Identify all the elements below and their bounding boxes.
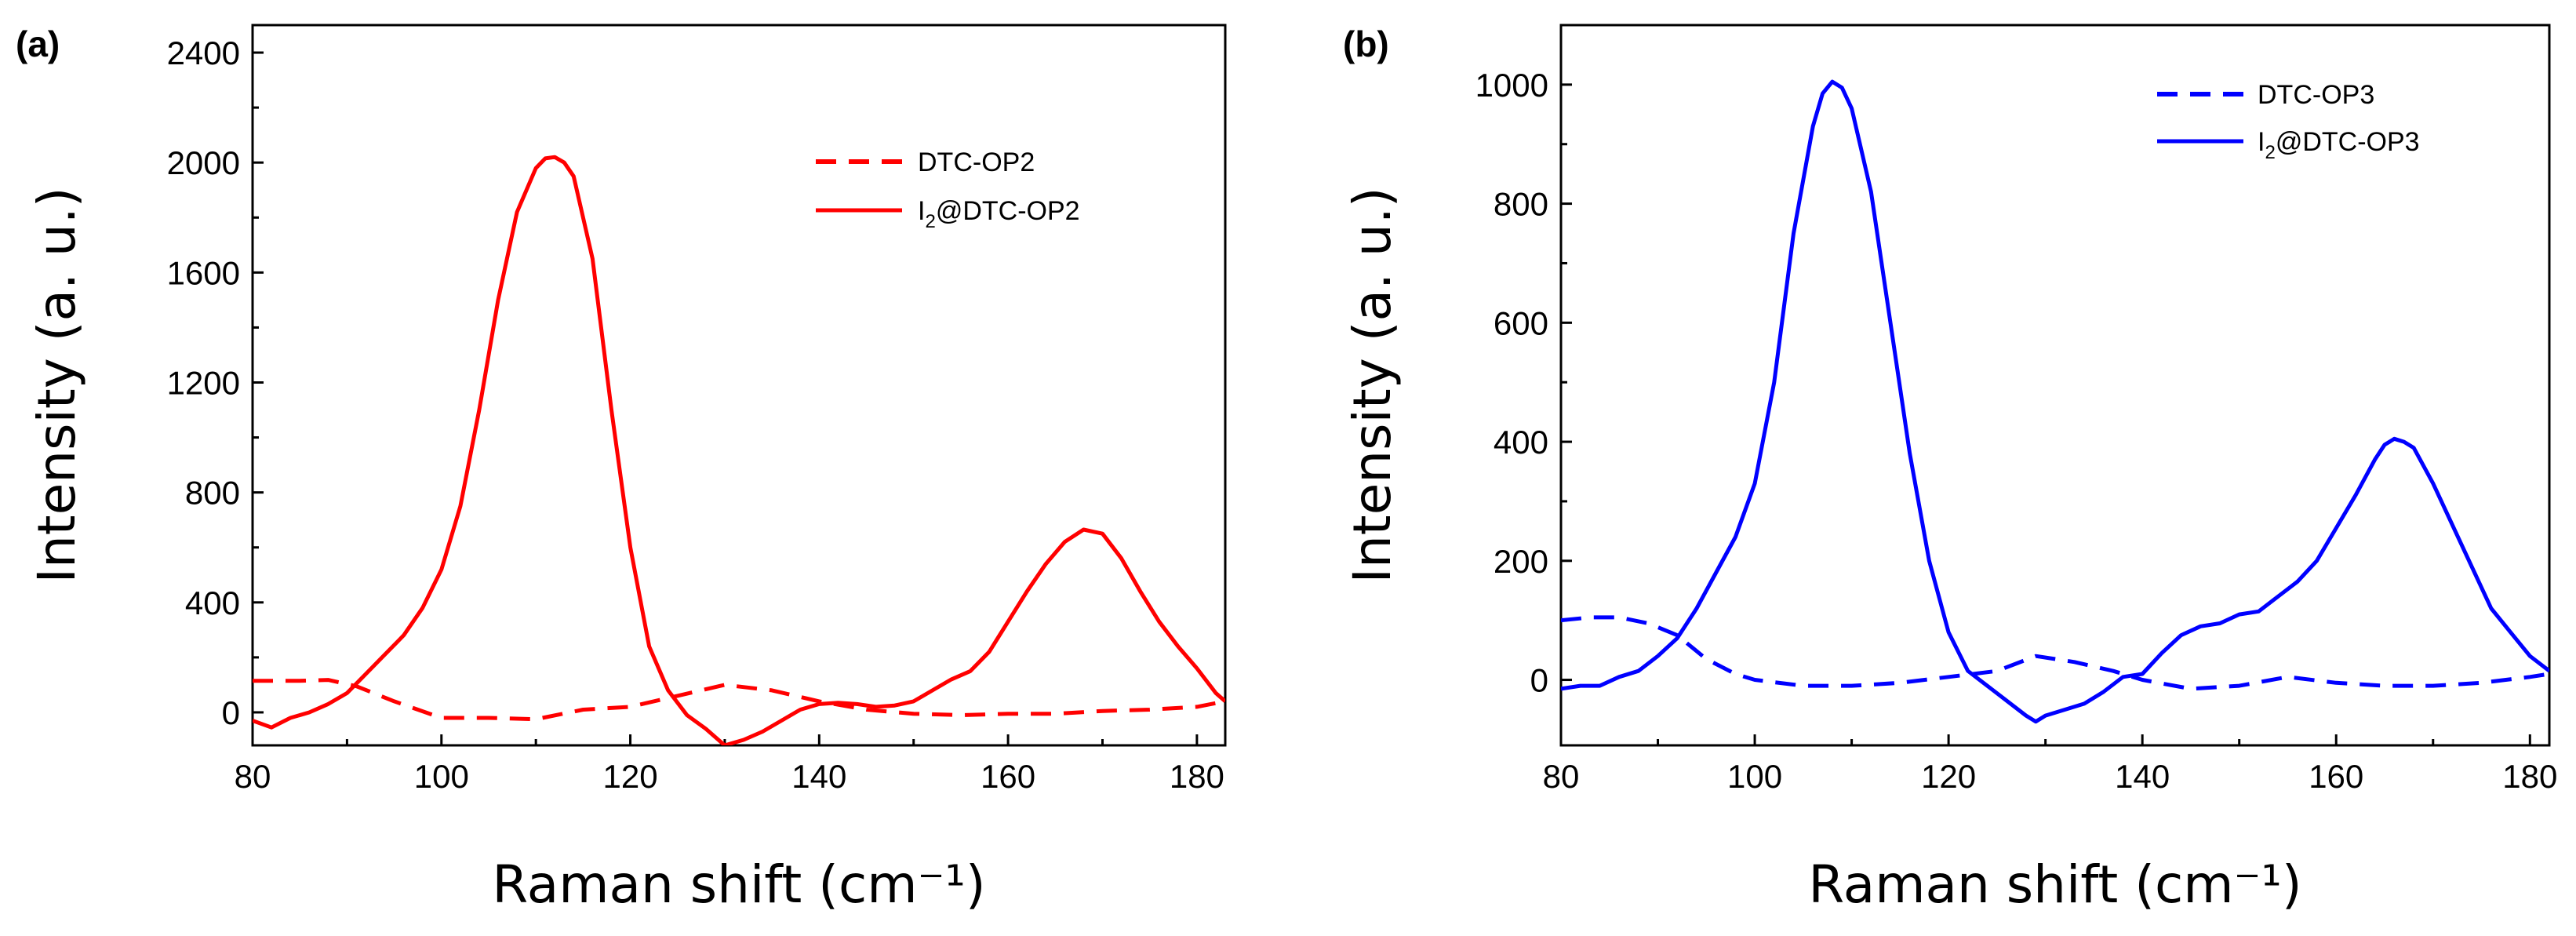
panel-b-y-tick-label: 800 (1494, 186, 1548, 223)
panel-a-x-tick-label: 100 (414, 758, 469, 795)
panel-b-y-tick-label: 200 (1494, 543, 1548, 580)
panel-b-x-tick-label: 100 (1727, 758, 1782, 795)
panel-a-y-axis-title: Intensity (a. u.) (27, 188, 87, 584)
panel-a-x-tick-label: 140 (791, 758, 846, 795)
panel-a-x-axis-title: Raman shift (cm⁻¹) (492, 854, 985, 915)
panel-a-x-tick-label: 120 (603, 758, 658, 795)
panel-b-x-tick-label: 140 (2115, 758, 2170, 795)
panel-b-plot-frame (1559, 24, 2551, 747)
panel-b-series (1561, 79, 2549, 724)
legend-label-i2-dtc-op3: I2@DTC-OP3 (2258, 127, 2420, 163)
panel-a-y-tick-label: 2000 (167, 144, 240, 181)
legend-subscript: 2 (925, 211, 935, 232)
panel-b-x-tick-label: 120 (1921, 758, 1976, 795)
panel-a-y-tick-label: 1200 (167, 364, 240, 401)
legend-i-letter: I (2258, 127, 2265, 157)
series-line-dtc-op3 (1561, 615, 2549, 691)
legend-label-dtc-op2: DTC-OP2 (918, 148, 1035, 177)
panel-b-label: (b) (1343, 24, 1389, 64)
legend-label-dtc-op3: DTC-OP3 (2258, 80, 2374, 110)
panel-a-y-tick-label: 800 (185, 475, 240, 512)
legend-subscript: 2 (2265, 142, 2275, 163)
panel-b-x-axis-title: Raman shift (cm⁻¹) (1808, 854, 2301, 915)
series-line-i2-dtc-op2 (253, 155, 1225, 745)
series-line-i2-dtc-op3 (1561, 79, 2549, 724)
panel-b-x-tick-label: 80 (1543, 758, 1580, 795)
panel-a-ticks: 80 100 120 140 160 180 0 400 800 1200 1600 2000 2400 (167, 35, 1224, 795)
panel-b-x-tick-label: 180 (2502, 758, 2557, 795)
legend-rest: @DTC-OP2 (936, 196, 1080, 226)
panel-b-y-tick-label: 0 (1530, 662, 1548, 699)
panel-b-x-tick-label: 160 (2309, 758, 2363, 795)
panel-a-y-tick-label: 1600 (167, 254, 240, 291)
panel-a-chart: (a) 80 100 120 140 160 180 0 400 800 1200 1600 2000… (16, 24, 1227, 915)
legend-label-i2-dtc-op2: I2@DTC-OP2 (918, 196, 1080, 232)
panel-a-series (253, 155, 1225, 745)
panel-b-y-tick-label: 400 (1494, 424, 1548, 461)
series-line-dtc-op2 (253, 678, 1225, 722)
panel-b-y-tick-label: 1000 (1475, 67, 1548, 104)
panel-a-label: (a) (16, 24, 60, 64)
panel-a-y-tick-label: 2400 (167, 35, 240, 71)
panel-b-chart: (b) 80 100 120 140 160 180 0 200 400 600 800 1000 D… (1342, 24, 2557, 915)
panel-a-plot-frame (251, 24, 1227, 747)
panel-a-legend: DTC-OP2 I2@DTC-OP2 (816, 148, 1080, 232)
legend-rest: @DTC-OP3 (2276, 127, 2420, 157)
panel-b-legend: DTC-OP3 I2@DTC-OP3 (2157, 80, 2420, 163)
panel-a-x-tick-label: 180 (1170, 758, 1224, 795)
panel-a-y-tick-label: 0 (222, 694, 240, 731)
panel-b-y-axis-title: Intensity (a. u.) (1342, 188, 1403, 584)
panel-a-y-tick-label: 400 (185, 585, 240, 621)
panel-a-x-tick-label: 80 (235, 758, 271, 795)
panel-b-y-tick-label: 600 (1494, 304, 1548, 341)
panel-b-ticks: 80 100 120 140 160 180 0 200 400 600 800 1000 (1475, 67, 2558, 795)
legend-i-letter: I (918, 196, 925, 226)
panel-a-x-tick-label: 160 (981, 758, 1035, 795)
